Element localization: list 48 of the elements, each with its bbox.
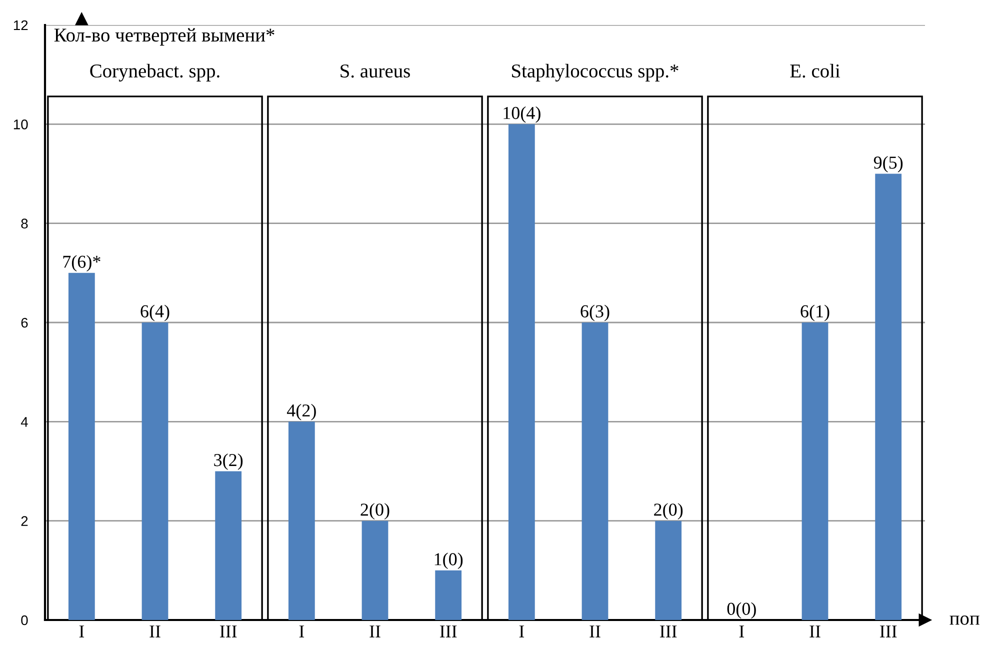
x-axis-title: поп bbox=[950, 616, 980, 625]
data-label: 4(2) bbox=[286, 404, 316, 420]
x-tick-label: II bbox=[370, 626, 380, 638]
y-tick-label: 6 bbox=[21, 318, 28, 328]
data-label: 6(3) bbox=[580, 304, 610, 322]
data-label: 1(0) bbox=[434, 552, 463, 570]
data-label: 7(6)* bbox=[63, 255, 100, 272]
data-label: 3(2) bbox=[214, 453, 243, 470]
bar bbox=[655, 520, 682, 620]
data-label: 6(1) bbox=[800, 304, 830, 322]
y-tick-label: 10 bbox=[14, 120, 28, 130]
annotation: Staphylococcus spp.* bbox=[512, 64, 678, 82]
bar bbox=[68, 272, 95, 620]
x-tick-label: I bbox=[739, 626, 744, 638]
bar bbox=[142, 322, 168, 620]
bar bbox=[802, 322, 828, 620]
data-label: 2(0) bbox=[654, 503, 683, 520]
annotation: E. coli bbox=[790, 64, 840, 78]
data-label: 6(4) bbox=[140, 304, 170, 322]
x-tick-label: I bbox=[79, 626, 84, 638]
y-axis-title: Кол-во четвертей вымени* bbox=[54, 28, 274, 46]
x-tick-label: II bbox=[150, 626, 160, 638]
bar bbox=[288, 422, 315, 620]
data-label: 0(0) bbox=[727, 602, 756, 619]
x-tick-label: III bbox=[880, 626, 897, 638]
y-tick-label: 2 bbox=[21, 516, 28, 526]
data-label: 9(5) bbox=[874, 156, 903, 172]
annotation: S. aureus bbox=[340, 64, 410, 78]
y-tick-label: 12 bbox=[14, 20, 28, 30]
bar bbox=[435, 570, 462, 620]
x-tick-label: III bbox=[440, 626, 457, 638]
y-tick-label: 0 bbox=[21, 615, 28, 626]
y-tick-label: 4 bbox=[20, 417, 28, 427]
x-tick-label: I bbox=[519, 626, 524, 638]
x-tick-label: II bbox=[810, 626, 820, 638]
data-label: 10(4) bbox=[504, 106, 540, 123]
bar bbox=[875, 174, 902, 620]
x-tick-label: I bbox=[299, 626, 304, 638]
bar bbox=[215, 471, 242, 620]
y-tick-label: 8 bbox=[21, 218, 28, 229]
bar bbox=[582, 322, 608, 620]
x-tick-label: II bbox=[590, 626, 600, 638]
bar bbox=[508, 124, 535, 620]
x-tick-label: III bbox=[660, 626, 677, 638]
x-tick-label: III bbox=[220, 626, 237, 638]
bar bbox=[362, 520, 388, 620]
annotation: Corynebact. spp. bbox=[90, 64, 220, 82]
data-label: 2(0) bbox=[360, 503, 390, 520]
